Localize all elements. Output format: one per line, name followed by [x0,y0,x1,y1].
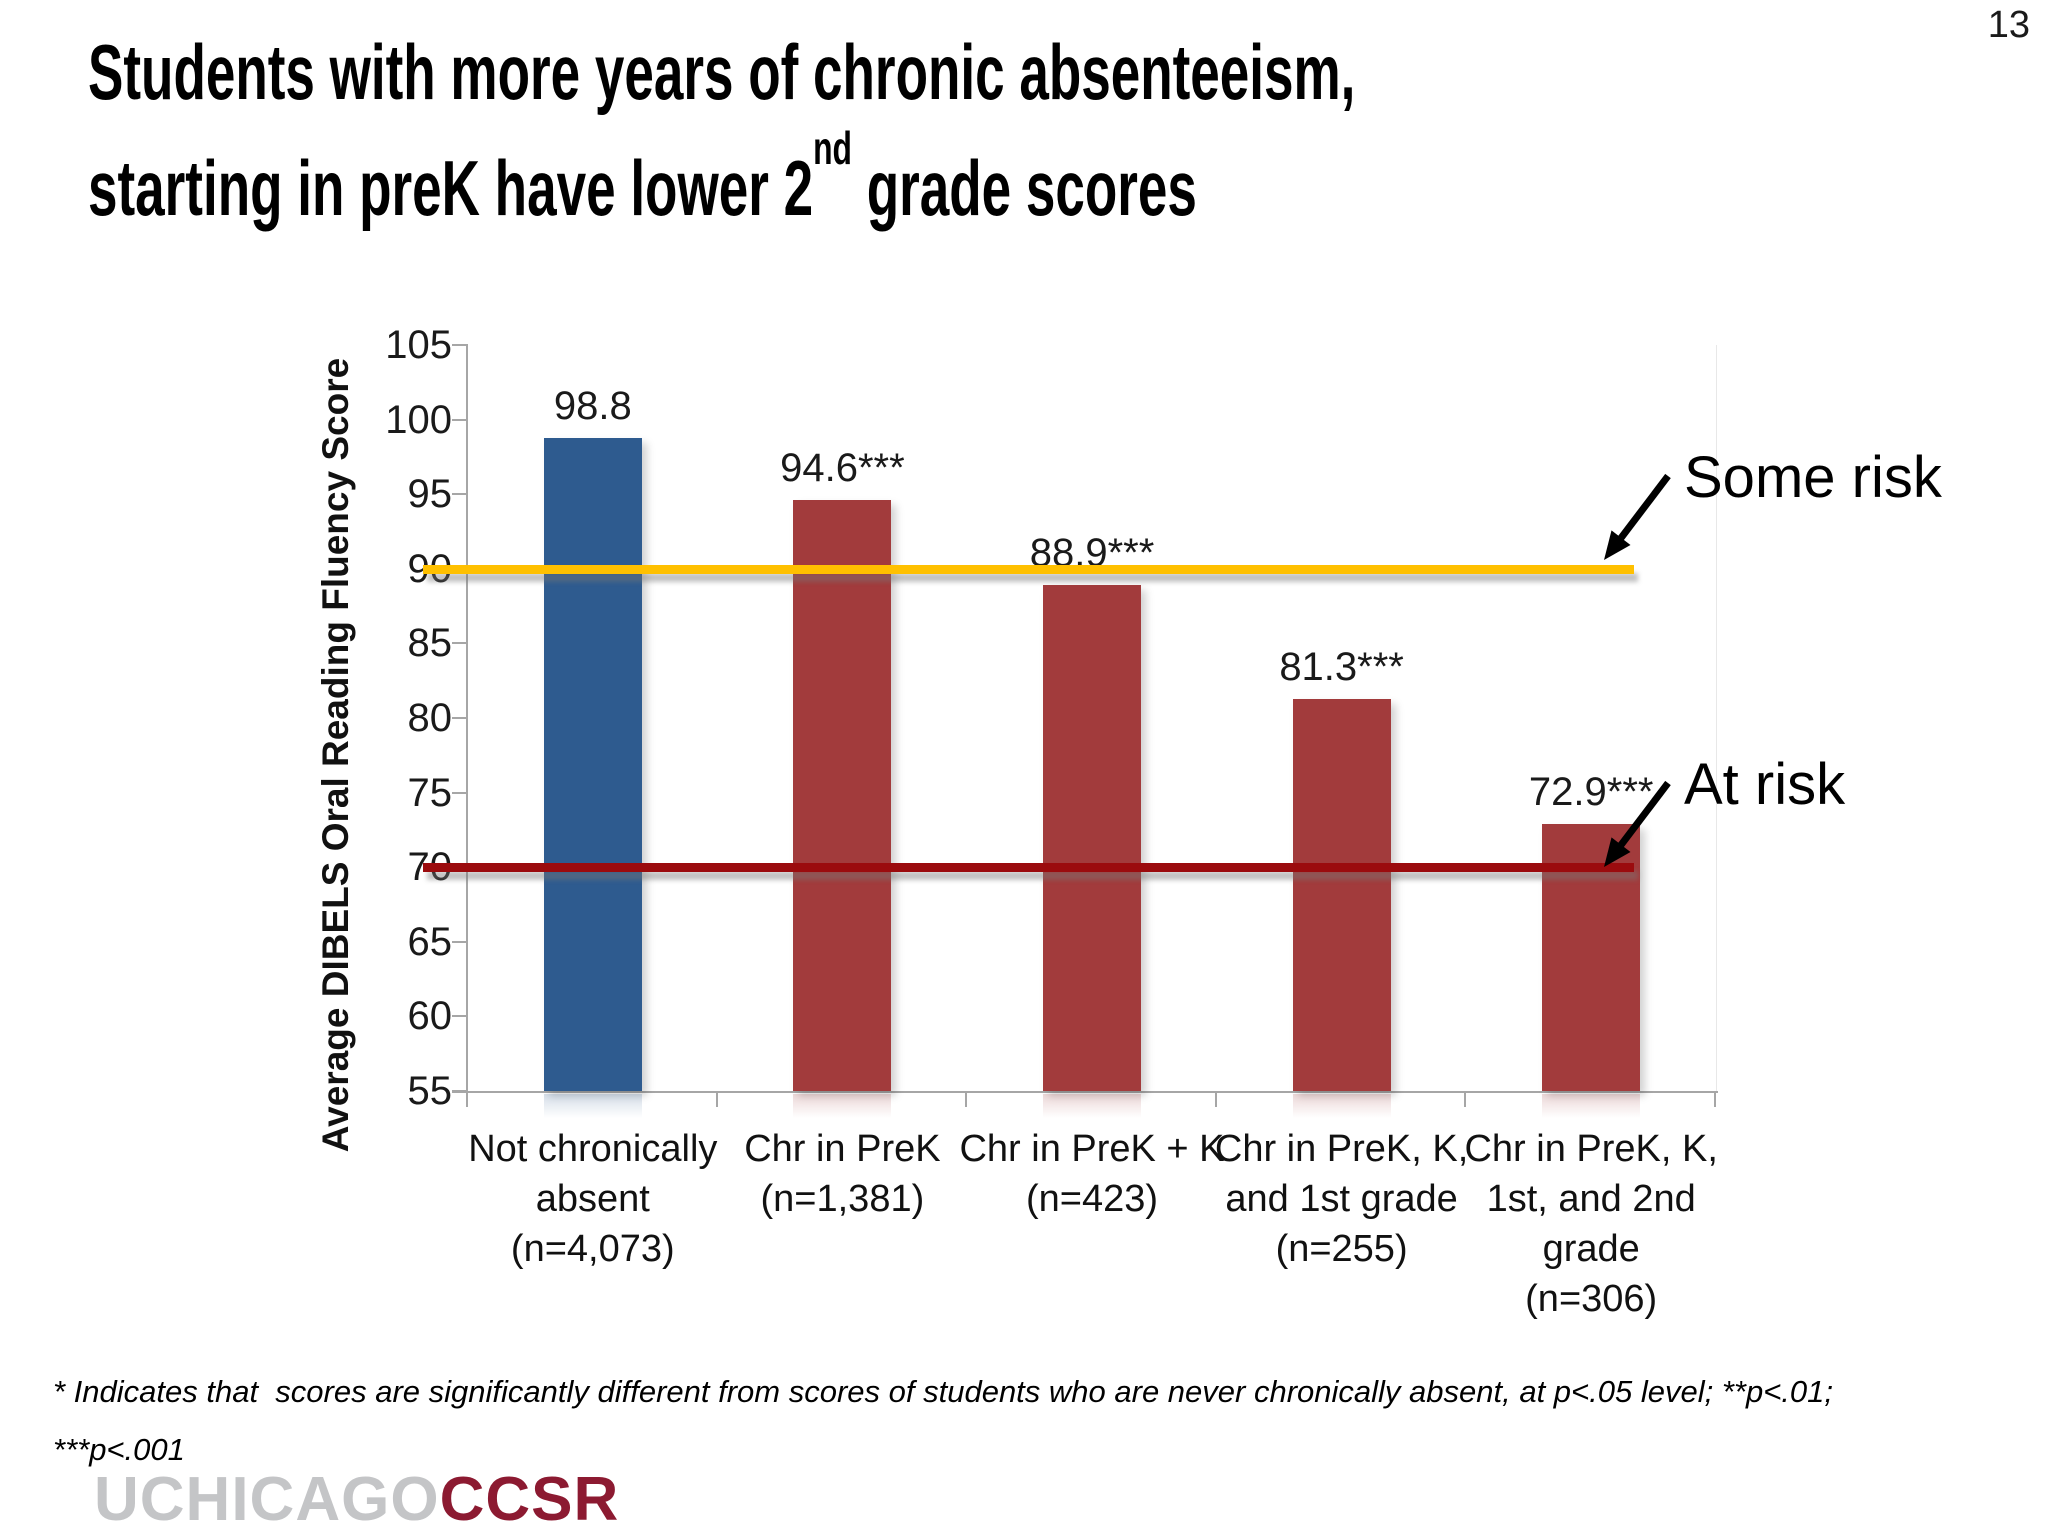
x-category-label-line: (n=1,381) [760,1178,925,1220]
x-category-label-line: (n=255) [1275,1228,1408,1270]
x-category-label-line: (n=4,073) [510,1228,675,1270]
bar-value-label: 98.8 [553,383,632,428]
x-category-label-line: grade [1542,1228,1640,1270]
logo-ccsr: CCSR [439,1465,620,1534]
bar [1292,698,1391,1091]
some-risk-label: Some risk [1684,445,1942,510]
y-tick-mark [452,418,468,421]
y-tick-label: 85 [407,621,453,666]
footnote-line1: * Indicates that scores are significantl… [53,1374,1834,1409]
y-tick-label: 100 [385,397,452,442]
y-tick-mark [452,1090,468,1092]
y-tick-mark [452,642,468,645]
x-axis-line [452,1091,1718,1093]
slide-title-line2: starting in preK have lower 2nd grade sc… [88,121,1197,232]
x-category-label-line: and 1st grade [1225,1178,1458,1220]
footnote-line2: ***p<.001 [53,1432,185,1467]
bar-reflection [793,1094,892,1118]
at-risk-label: At risk [1684,752,1846,817]
bar-value-label: 94.6*** [780,446,905,491]
at-risk-line [423,863,1634,873]
x-tick-mark [1464,1093,1467,1107]
bar-reflection [1043,1094,1141,1118]
y-tick-label: 65 [407,919,453,964]
x-category-label-line: (n=423) [1025,1178,1159,1220]
logo-uchicago: UCHICAGO [94,1465,440,1534]
slide-title-line1: Students with more years of chronic abse… [88,28,1356,116]
bar-reflection [543,1094,642,1118]
y-tick-mark [452,493,468,496]
x-category-label: Chr in PreK + K (n=423) [956,1124,1228,1224]
x-category-label: Chr in PreK, K, and 1st grade (n=255) [1206,1124,1478,1274]
x-tick-mark [1714,1093,1716,1107]
plot-right-border [1716,345,1717,1091]
x-tick-mark [466,1093,468,1107]
y-tick-label: 105 [385,323,452,367]
y-tick-label: 80 [407,696,453,740]
page-number: 13 [1987,4,2030,46]
y-tick-mark [452,791,468,794]
y-tick-label: 95 [407,472,453,517]
x-tick-mark [715,1093,718,1107]
y-tick-label: 55 [407,1069,453,1113]
y-tick-mark [452,344,468,346]
x-tick-mark [1214,1093,1217,1107]
bar [543,437,642,1091]
x-category-label: Not chronically absent (n=4,073) [457,1124,729,1274]
superscript-nd: nd [813,121,852,174]
some-risk-line [423,564,1634,574]
bar-value-label: 81.3*** [1279,644,1404,689]
x-category-label-line: Chr in PreK [744,1128,941,1170]
x-category-label-line: absent [535,1178,650,1220]
bar [793,500,892,1091]
at-risk-arrow-icon [1604,780,1671,867]
x-category-label-line: Chr in PreK + K [959,1128,1225,1170]
y-tick-label: 75 [407,770,453,815]
slide-title: Students with more years of chronic abse… [88,22,1355,238]
x-tick-mark [965,1093,968,1107]
x-category-label-line: Chr in PreK, K, [1214,1128,1469,1170]
bar [1043,585,1141,1091]
uchicago-ccsr-logo: UCHICAGOCCSR [94,1464,619,1535]
x-category-label-line: (n=306) [1525,1278,1658,1320]
y-tick-mark [452,1015,468,1018]
x-category-label-line: Not chronically [468,1128,718,1170]
y-tick-mark [452,717,468,719]
some-risk-arrow-icon [1604,473,1671,560]
y-axis-line [466,345,468,1093]
bar-value-label: 72.9*** [1528,769,1654,814]
x-category-label: Chr in PreK (n=1,381) [706,1124,978,1224]
y-tick-label: 60 [407,994,453,1039]
x-category-label: Chr in PreK, K, 1st, and 2nd grade (n=306) [1455,1124,1727,1324]
bar-reflection [1542,1094,1641,1118]
x-category-label-line: Chr in PreK, K, [1464,1128,1718,1170]
bar-reflection [1292,1094,1391,1118]
x-category-label-line: 1st, and 2nd [1486,1178,1696,1220]
y-tick-mark [452,940,468,943]
